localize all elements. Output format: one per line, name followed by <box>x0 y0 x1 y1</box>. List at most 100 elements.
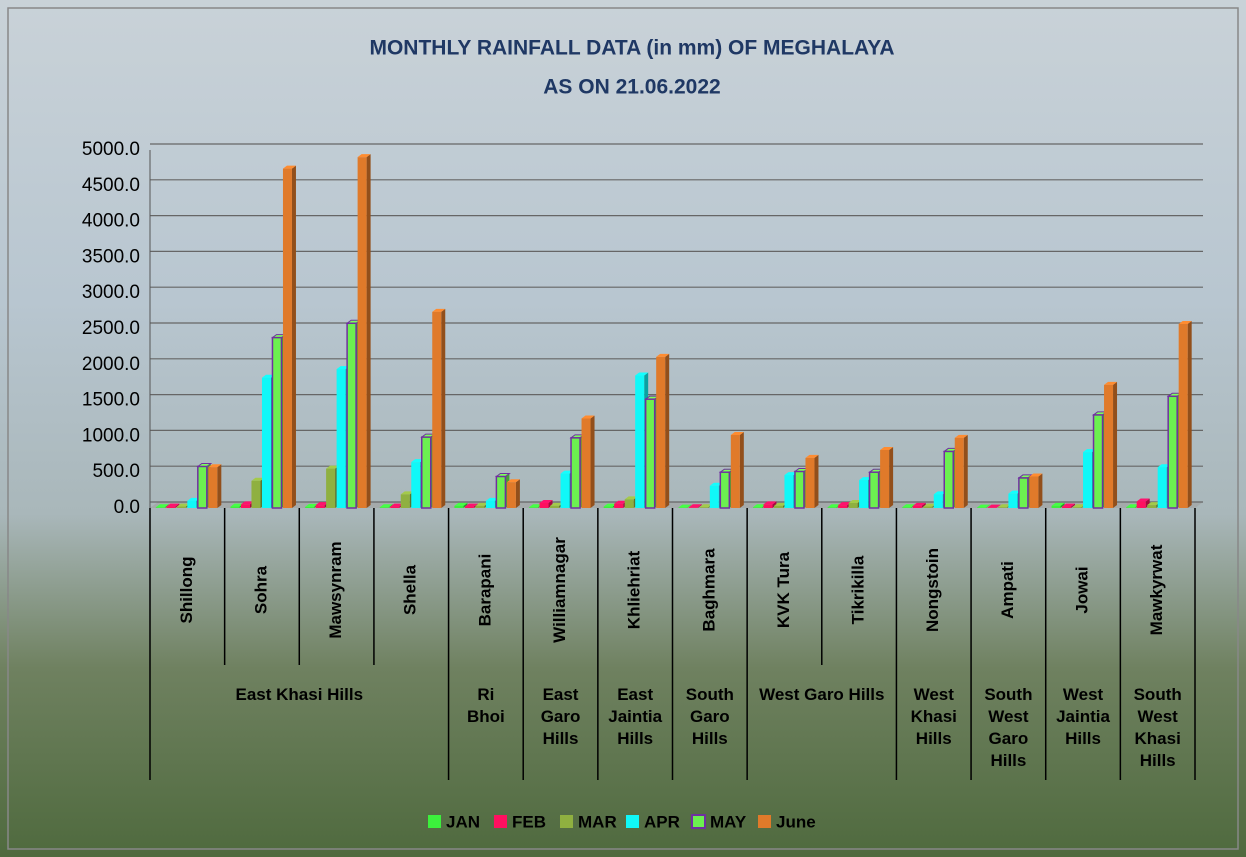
bar <box>784 475 794 508</box>
bar-side <box>814 454 819 508</box>
bar-side <box>1113 381 1118 508</box>
bar-side <box>463 502 468 508</box>
bar-top <box>475 502 489 506</box>
bar <box>688 507 698 508</box>
group-label: South West Khasi Hills <box>1133 685 1182 770</box>
bar <box>176 506 186 508</box>
bar-top <box>827 504 841 508</box>
bar-side <box>921 502 926 508</box>
bar <box>1178 323 1188 508</box>
bar-side <box>366 154 371 508</box>
x-tick-label: Barapani <box>475 554 494 627</box>
bar-top <box>1051 502 1065 506</box>
bar <box>261 377 271 508</box>
bar-top <box>379 504 393 508</box>
x-tick-label: Mawkyrwat <box>1147 544 1166 635</box>
x-tick-label: Shella <box>401 564 420 615</box>
y-tick-label: 4500.0 <box>82 175 140 196</box>
bar <box>326 468 336 508</box>
bar <box>1136 501 1146 508</box>
x-tick-label: Khliehriat <box>625 550 644 629</box>
bar-top <box>997 504 1011 508</box>
bar-side <box>665 353 670 508</box>
bar <box>1104 384 1114 508</box>
bar <box>570 437 581 509</box>
bar <box>752 507 762 508</box>
bar-side <box>291 165 296 508</box>
bar <box>495 475 507 509</box>
bar <box>1029 476 1039 508</box>
bar-top <box>240 501 254 505</box>
bar <box>902 507 912 508</box>
bar <box>1126 507 1136 508</box>
bar <box>506 482 516 508</box>
bar-side <box>217 464 222 508</box>
bar-side <box>548 499 553 508</box>
x-tick-label: Ampati <box>998 561 1017 619</box>
bar <box>997 507 1007 508</box>
bar-side <box>175 503 180 508</box>
y-tick-label: 5000.0 <box>82 139 140 160</box>
x-tick-label: Jowai <box>1073 566 1092 613</box>
bar-side <box>164 504 169 508</box>
legend-swatch <box>691 814 706 829</box>
bar <box>539 502 549 508</box>
legend-swatch <box>560 815 573 828</box>
bar-top <box>155 504 169 508</box>
bar <box>848 502 858 508</box>
bar-side <box>441 308 446 508</box>
group-label: South Garo Hills <box>685 685 734 748</box>
bar <box>635 375 645 508</box>
bar-side <box>772 501 777 508</box>
bar <box>1051 505 1061 508</box>
bar <box>581 418 591 508</box>
bar <box>1167 395 1178 509</box>
chart-subtitle: AS ON 21.06.2022 <box>543 76 720 99</box>
group-label: East Khasi Hills <box>235 685 364 704</box>
bar-top <box>400 491 414 495</box>
bar <box>357 157 367 508</box>
bar <box>305 506 315 508</box>
bar <box>315 505 325 508</box>
bar <box>859 480 869 508</box>
bar-side <box>697 504 702 508</box>
legend-swatch <box>758 815 771 828</box>
y-tick-label: 3500.0 <box>82 246 140 267</box>
bar <box>197 465 208 509</box>
bar <box>709 485 719 508</box>
bar <box>805 457 815 508</box>
bar-top <box>773 502 787 506</box>
bar-top <box>506 479 520 483</box>
bar <box>719 471 731 509</box>
y-tick-label: 2000.0 <box>82 354 140 375</box>
bar-side <box>1060 502 1065 508</box>
bar <box>475 505 485 508</box>
bar <box>880 450 890 508</box>
x-tick-label: Williamnagar <box>550 537 569 643</box>
bar <box>485 500 495 508</box>
bar-top <box>581 415 595 419</box>
bar-top <box>624 496 638 500</box>
y-tick-label: 1500.0 <box>82 390 140 411</box>
bar-top <box>1072 504 1086 508</box>
y-tick-label: 3000.0 <box>82 282 140 303</box>
bar-side <box>590 415 595 508</box>
bar-side <box>1071 503 1076 508</box>
bar-side <box>515 479 520 508</box>
bar <box>1062 506 1072 508</box>
bar <box>400 494 410 508</box>
bar <box>411 462 421 508</box>
bar <box>699 507 709 508</box>
legend-label: MAY <box>710 812 747 831</box>
bar <box>603 506 613 508</box>
bar-top <box>923 503 937 507</box>
bar-top <box>603 503 617 507</box>
bar <box>432 311 442 508</box>
bar <box>624 499 634 508</box>
bar <box>240 504 250 508</box>
bar <box>730 434 740 508</box>
bar-side <box>388 504 393 508</box>
bar <box>827 507 837 508</box>
